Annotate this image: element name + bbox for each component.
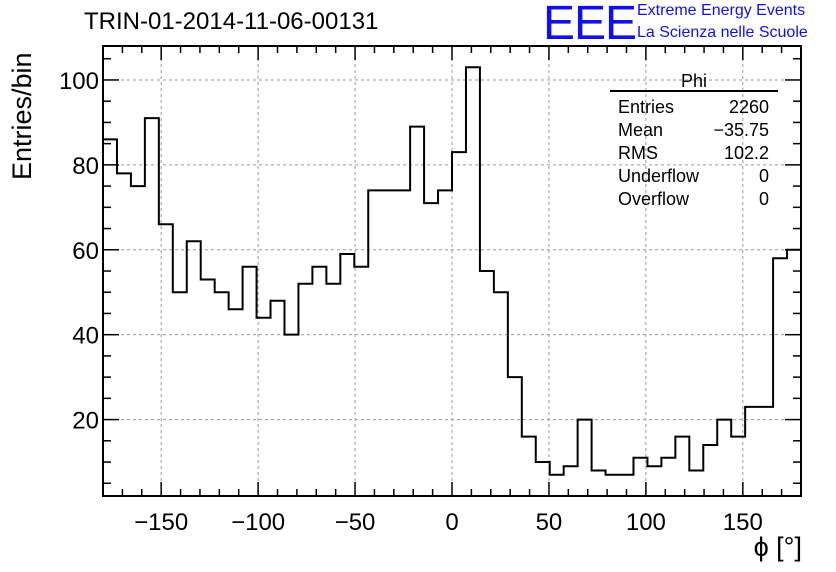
stats-value: −35.75: [713, 120, 769, 140]
stats-value: 0: [758, 189, 769, 209]
stats-value: 2260: [728, 97, 769, 117]
logo-line-1: Extreme Energy Events: [637, 2, 806, 19]
plot-title: TRIN-01-2014-11-06-00131: [84, 8, 379, 35]
stats-label: RMS: [618, 143, 658, 163]
x-tick-label: −150: [134, 509, 188, 536]
x-tick-label: 150: [723, 509, 763, 536]
stats-box: Phi Entries 2260 Mean −35.75 RMS 102.2 U…: [610, 72, 778, 211]
stats-label: Entries: [618, 97, 675, 117]
y-axis-label: Entries/bin: [7, 52, 37, 180]
y-tick-label: 60: [72, 238, 99, 265]
x-axis-label: ϕ [°]: [753, 532, 802, 562]
y-tick-label: 100: [59, 68, 99, 95]
eee-logo-mark: EEE: [543, 0, 637, 50]
stats-label: Underflow: [618, 166, 700, 186]
stats-row-rms: RMS 102.2: [610, 142, 778, 165]
stats-title: Phi: [610, 72, 778, 92]
x-tick-label: 100: [626, 509, 666, 536]
logo-line-2: La Scienza nelle Scuole: [637, 24, 808, 41]
stats-row-entries: Entries 2260: [610, 96, 778, 119]
y-tick-label: 40: [72, 323, 99, 350]
y-tick-label: 80: [72, 153, 99, 180]
x-tick-label: 50: [536, 509, 563, 536]
x-tick-label: −100: [231, 509, 285, 536]
y-tick-label: 20: [72, 408, 99, 435]
stats-row-overflow: Overflow 0: [610, 188, 778, 211]
x-tick-label: 0: [445, 509, 458, 536]
stats-value: 102.2: [723, 143, 769, 163]
plot-frame: [102, 45, 802, 497]
stats-row-underflow: Underflow 0: [610, 165, 778, 188]
histogram-line: [103, 66, 802, 476]
stats-label: Overflow: [618, 189, 690, 209]
stats-label: Mean: [618, 120, 664, 140]
x-tick-label: −50: [335, 509, 376, 536]
stats-row-mean: Mean −35.75: [610, 119, 778, 142]
stats-value: 0: [758, 166, 769, 186]
